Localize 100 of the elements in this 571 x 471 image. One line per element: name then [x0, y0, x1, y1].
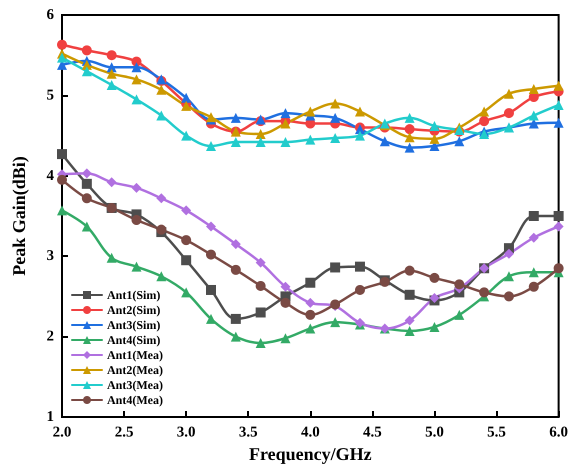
- point: [504, 271, 514, 282]
- point: [82, 193, 92, 204]
- point: [230, 239, 241, 250]
- point: [256, 128, 266, 139]
- point: [305, 298, 316, 308]
- point: [479, 106, 490, 116]
- point: [131, 62, 142, 72]
- point: [156, 84, 166, 95]
- point: [404, 132, 415, 142]
- point: [280, 137, 290, 148]
- point: [206, 221, 216, 232]
- legend-label: Ant3(Sim): [107, 318, 160, 332]
- point: [354, 262, 365, 272]
- point: [528, 84, 539, 94]
- point: [305, 134, 316, 145]
- point: [256, 307, 266, 318]
- point: [206, 141, 216, 152]
- point: [528, 267, 539, 278]
- point: [330, 112, 340, 123]
- point: [429, 322, 440, 332]
- x-tick-label: 2.5: [114, 424, 134, 440]
- y-tick-label: 2: [46, 328, 54, 345]
- point: [354, 284, 365, 295]
- point: [132, 215, 142, 226]
- y-tick-label: 6: [46, 7, 54, 23]
- point: [181, 92, 192, 103]
- point: [206, 314, 216, 324]
- point: [230, 264, 241, 275]
- point: [131, 94, 142, 104]
- point: [554, 118, 564, 128]
- x-tick-label: 3.5: [238, 424, 258, 440]
- point: [280, 108, 290, 118]
- point: [181, 255, 192, 266]
- legend-label: Ant1(Mea): [107, 348, 163, 362]
- point: [156, 224, 166, 235]
- point: [404, 326, 415, 336]
- point: [181, 130, 192, 141]
- point: [479, 287, 490, 298]
- point: [57, 149, 67, 160]
- point: [256, 338, 266, 348]
- point: [230, 314, 241, 324]
- point: [106, 50, 117, 60]
- point: [404, 266, 415, 276]
- point: [82, 45, 92, 56]
- point: [404, 316, 415, 326]
- point: [305, 324, 316, 334]
- point: [429, 272, 440, 283]
- point: [280, 118, 290, 129]
- point: [404, 142, 415, 153]
- y-tick-label: 4: [46, 168, 54, 184]
- point: [280, 333, 290, 344]
- point: [82, 66, 92, 76]
- point: [528, 211, 539, 221]
- legend-label: Ant3(Mea): [107, 378, 163, 392]
- point: [429, 134, 440, 144]
- point: [354, 130, 365, 141]
- x-tick-label: 4.0: [300, 424, 320, 440]
- point: [156, 271, 166, 282]
- point: [305, 310, 316, 320]
- point: [305, 106, 316, 116]
- point: [256, 280, 266, 291]
- y-tick-label: 1: [46, 409, 54, 425]
- point: [230, 137, 241, 148]
- point: [57, 52, 67, 63]
- point: [106, 80, 117, 90]
- point: [404, 112, 415, 123]
- point: [330, 262, 340, 272]
- x-tick-label: 4.5: [363, 424, 382, 440]
- point: [280, 282, 290, 292]
- legend-label: Ant4(Mea): [107, 393, 163, 407]
- point: [504, 248, 514, 259]
- point: [181, 205, 192, 216]
- point: [554, 263, 564, 274]
- point: [330, 133, 340, 144]
- point: [206, 250, 216, 260]
- point: [181, 235, 192, 246]
- legend-label: Ant2(Sim): [107, 303, 160, 317]
- point: [57, 205, 67, 216]
- point: [131, 182, 142, 193]
- x-axis-title: Frequency/GHz: [248, 444, 372, 464]
- legend-label: Ant1(Sim): [107, 288, 160, 302]
- point: [280, 298, 290, 308]
- point: [82, 168, 92, 178]
- x-tick-label: 3.0: [176, 424, 196, 440]
- x-tick-label: 5.5: [487, 424, 506, 440]
- point: [156, 110, 166, 120]
- point: [404, 124, 415, 134]
- y-tick-label: 3: [46, 248, 54, 264]
- point: [528, 110, 539, 120]
- y-axis-title: Peak Gain(dBi): [9, 156, 29, 276]
- point: [106, 252, 117, 263]
- x-tick-label: 2.0: [52, 424, 72, 440]
- point: [82, 221, 92, 232]
- point: [554, 221, 564, 232]
- point: [82, 178, 92, 189]
- point: [230, 112, 241, 123]
- point: [454, 136, 464, 146]
- point: [479, 116, 490, 126]
- point: [504, 108, 514, 118]
- point: [354, 106, 365, 116]
